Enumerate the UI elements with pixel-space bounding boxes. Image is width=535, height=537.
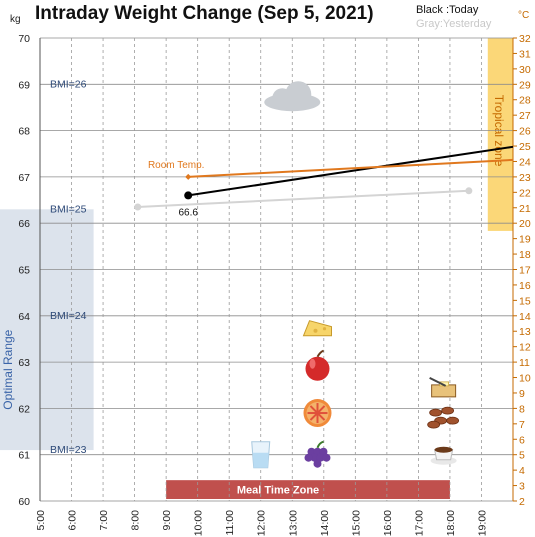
right-axis-unit: °C	[518, 10, 529, 21]
cloud-icon	[264, 81, 321, 112]
y-right-tick-label: 13	[519, 326, 531, 338]
chart-title: Intraday Weight Change (Sep 5, 2021)	[35, 3, 374, 24]
bmi-label: BMI=26	[50, 78, 87, 90]
y-left-tick-label: 64	[18, 311, 30, 323]
y-right-tick-label: 18	[519, 249, 531, 261]
y-right-tick-label: 10	[519, 373, 531, 385]
meal-time-zone-label: Meal Time Zone	[237, 485, 319, 497]
y-left-tick-label: 63	[18, 357, 30, 369]
optimal-range-band	[0, 209, 94, 451]
y-right-tick-label: 19	[519, 234, 531, 246]
y-right-tick-label: 31	[519, 48, 531, 60]
x-tick-label: 13:00	[287, 510, 299, 536]
y-right-tick-label: 26	[519, 126, 531, 138]
series-layer: 66.6 Room Temp.	[134, 145, 514, 218]
x-tick-label: 15:00	[350, 510, 362, 536]
y-left-tick-label: 65	[18, 265, 30, 277]
cheese-icon	[302, 320, 332, 337]
y-left-tick-label: 69	[18, 79, 30, 91]
apple-icon	[305, 349, 330, 381]
gridlines	[39, 37, 513, 502]
x-tick-label: 5:00	[35, 510, 47, 531]
y-left-tick-label: 66	[18, 218, 30, 230]
yesterday-point	[134, 203, 142, 211]
y-left-tick-label: 67	[18, 172, 30, 184]
y-right-tick-label: 8	[519, 403, 525, 415]
x-tick-label: 6:00	[67, 510, 79, 531]
room-temp-label: Room Temp.	[148, 160, 205, 171]
y-right-tick-label: 23	[519, 172, 531, 184]
room-temp-start-point	[185, 173, 192, 180]
y-left-tick-label: 62	[18, 403, 30, 415]
y-right-tick-label: 2	[519, 496, 525, 508]
y-right-tick-label: 3	[519, 481, 525, 493]
today-start-label: 66.6	[178, 207, 198, 218]
legend-yesterday: Gray:Yesterday	[416, 18, 492, 30]
y-right-tick-label: 29	[519, 79, 531, 91]
x-tick-label: 12:00	[256, 510, 268, 536]
x-tick-label: 17:00	[413, 510, 425, 536]
legend-today: Black :Today	[416, 4, 479, 16]
x-tick-label: 19:00	[476, 510, 488, 536]
series-line-yesterday	[137, 189, 469, 208]
y-right-tick-label: 20	[519, 218, 531, 230]
y-right-tick-label: 15	[519, 295, 531, 307]
x-tick-label: 16:00	[382, 510, 394, 536]
y-right-tick-label: 22	[519, 187, 531, 199]
y-right-tick-label: 25	[519, 141, 531, 153]
meal-time-zone-bar	[166, 480, 450, 499]
y-right-tick-label: 21	[519, 203, 531, 215]
y-right-tick-label: 7	[519, 419, 525, 431]
y-right-tick-label: 6	[519, 434, 525, 446]
x-tick-label: 8:00	[130, 510, 142, 531]
y-right-tick-label: 11	[519, 357, 530, 369]
x-tick-label: 9:00	[161, 510, 173, 531]
series-line-room-temp	[188, 158, 514, 178]
x-tick-label: 10:00	[193, 510, 205, 536]
coffee-cup-icon	[430, 446, 457, 465]
x-tick-label: 7:00	[98, 510, 110, 531]
y-right-tick-label: 16	[519, 280, 531, 292]
grapes-icon	[304, 440, 331, 468]
x-tick-label: 18:00	[445, 510, 457, 536]
grapefruit-icon	[303, 399, 332, 428]
y-right-tick-label: 5	[519, 450, 525, 462]
y-left-tick-label: 70	[18, 33, 30, 45]
y-right-tick-label: 32	[519, 33, 531, 45]
y-right-tick-label: 28	[519, 95, 531, 107]
y-left-tick-label: 68	[18, 126, 30, 138]
bmi-label: BMI=23	[50, 444, 87, 456]
y-right-tick-label: 30	[519, 64, 531, 76]
y-right-tick-label: 24	[519, 156, 531, 168]
icons-layer	[251, 81, 460, 469]
y-right-tick-label: 17	[519, 265, 531, 277]
yesterday-point	[465, 187, 473, 195]
y-right-tick-label: 9	[519, 388, 525, 400]
y-right-tick-label: 12	[519, 342, 531, 354]
bmi-label: BMI=24	[50, 310, 87, 322]
optimal-range-label: Optimal Range	[1, 329, 15, 409]
x-tick-label: 14:00	[319, 510, 331, 536]
y-left-tick-label: 61	[18, 450, 30, 462]
series-line-today	[188, 145, 514, 197]
left-axis-unit: kg	[10, 14, 21, 25]
y-right-tick-label: 4	[519, 465, 525, 477]
y-right-tick-label: 14	[519, 311, 531, 323]
today-start-point	[184, 191, 193, 200]
toast-butter-icon	[429, 376, 457, 398]
y-left-tick-label: 60	[18, 496, 30, 508]
bmi-label: BMI=25	[50, 203, 87, 215]
dates-icon	[427, 406, 460, 429]
y-right-tick-label: 27	[519, 110, 531, 122]
x-tick-label: 11:00	[224, 510, 236, 536]
tropical-zone-band	[487, 38, 513, 231]
water-glass-icon	[251, 441, 271, 469]
